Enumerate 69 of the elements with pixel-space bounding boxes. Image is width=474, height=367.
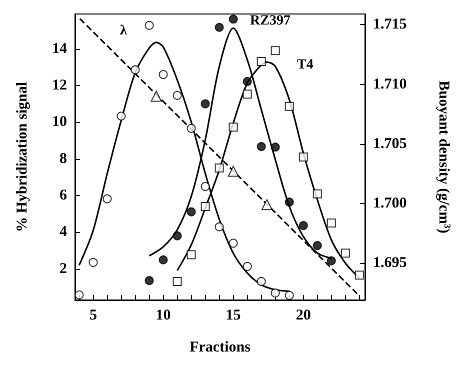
point [354,270,364,280]
point [256,56,266,66]
point [242,76,252,86]
point [284,198,294,207]
y-tick-label: 6 [60,188,68,204]
y2-tick-label: 1.705 [373,136,407,152]
point [158,255,168,264]
point [116,112,126,121]
y2-tick-label: 1.700 [373,195,407,212]
point [284,102,294,111]
point [326,256,336,266]
x-tick-label: 10 [156,308,171,324]
point [298,221,308,230]
annotation: λ [120,24,127,38]
point [158,70,168,79]
point [340,248,350,258]
y-tick-label: 8 [60,150,67,167]
x-tick-label: 15 [226,308,241,324]
x-tick-label: 20 [296,308,311,324]
point [200,202,210,211]
y-axis-title: % Hybridization signal [14,82,30,232]
point [228,166,239,177]
point [298,152,308,162]
x-tick-label: 5 [89,308,97,324]
y2-tick-label: 1.710 [373,76,407,92]
point [228,122,238,132]
point [214,164,224,172]
point [312,241,322,250]
point [228,14,238,24]
y-tick-label: 12 [52,78,67,94]
point [144,276,154,286]
point [256,142,266,152]
point [150,90,162,102]
point [172,90,182,100]
point [144,20,154,30]
point [74,290,84,300]
point [242,90,252,99]
point [242,262,252,271]
y2-tick-label: 1.695 [373,255,407,272]
point [284,290,294,300]
y2-tick-label: 1.715 [373,16,407,33]
point [186,124,196,133]
y-tick-label: 2 [60,260,67,277]
point [186,250,196,260]
point [270,288,280,298]
y-tick-label: 10 [52,114,67,130]
point [270,142,280,152]
x-axis-title: Fractions [190,340,251,356]
point [256,276,266,286]
y-tick-label: 14 [52,40,68,57]
y-tick-label: 4 [60,224,68,240]
point [214,222,224,232]
point [200,182,210,192]
point [88,258,98,267]
point [312,189,322,198]
annotation: T4 [297,58,314,72]
point [102,194,112,204]
point [326,218,336,228]
point [172,276,182,286]
point [172,231,182,240]
point [261,199,272,210]
annotation: RZ397 [250,14,290,28]
y2-axis-title: Buoyant density (g/cm3) [436,80,452,234]
point [186,207,196,216]
point [228,238,238,248]
point [130,65,140,74]
point [214,22,224,32]
point [270,46,280,56]
point [200,99,210,108]
